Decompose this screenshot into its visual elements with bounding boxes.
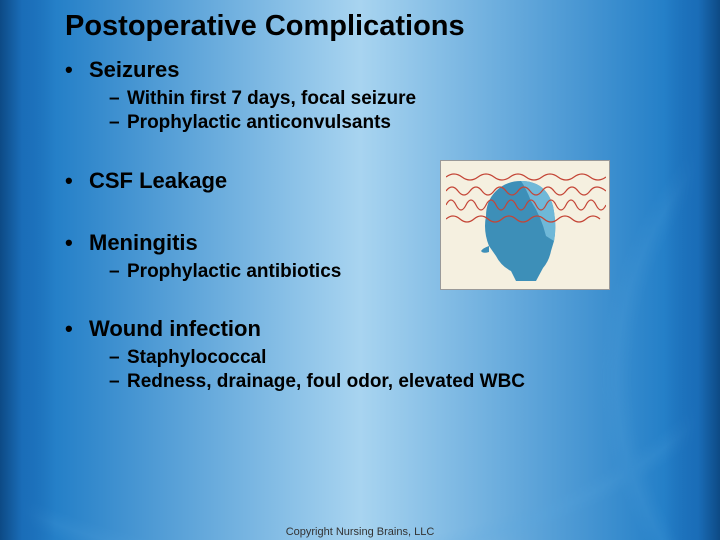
sub-item: Redness, drainage, foul odor, elevated W… bbox=[109, 370, 665, 394]
sub-item: Prophylactic anticonvulsants bbox=[109, 111, 665, 135]
bullet-wound-infection: Wound infection bbox=[65, 316, 665, 342]
copyright-footer: Copyright Nursing Brains, LLC bbox=[0, 526, 720, 538]
sub-item: Within first 7 days, focal seizure bbox=[109, 87, 665, 111]
slide-title: Postoperative Complications bbox=[65, 10, 665, 43]
eeg-head-figure bbox=[440, 160, 610, 290]
eeg-waveform-icon bbox=[446, 169, 606, 229]
bullet-seizures: Seizures bbox=[65, 57, 665, 83]
sub-item: Staphylococcal bbox=[109, 346, 665, 370]
